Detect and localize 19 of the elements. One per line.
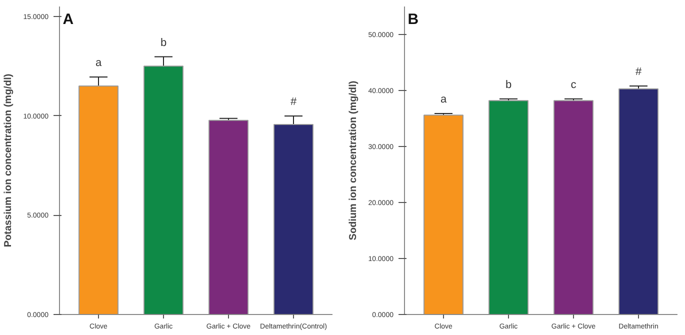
bar: [424, 114, 464, 314]
bar: [208, 120, 248, 314]
bar: [144, 66, 184, 314]
data-label: b: [160, 36, 167, 49]
data-label: c: [570, 78, 577, 91]
y-axis-title: Potassium ion concentration (mg/dl): [3, 74, 14, 248]
bar: [274, 124, 314, 314]
data-label: #: [635, 66, 642, 78]
data-label: a: [95, 57, 102, 70]
bar: [618, 88, 658, 314]
y-axis-title: Sodium ion concentration (mg/dl): [348, 80, 360, 240]
chart-title: A: [62, 11, 74, 28]
data-label: a: [440, 93, 448, 106]
bar: [78, 85, 118, 314]
bar: [488, 100, 528, 314]
data-label: b: [505, 78, 512, 91]
chart-title: B: [408, 11, 419, 28]
data-label: #: [290, 96, 298, 108]
bar: [554, 100, 594, 314]
